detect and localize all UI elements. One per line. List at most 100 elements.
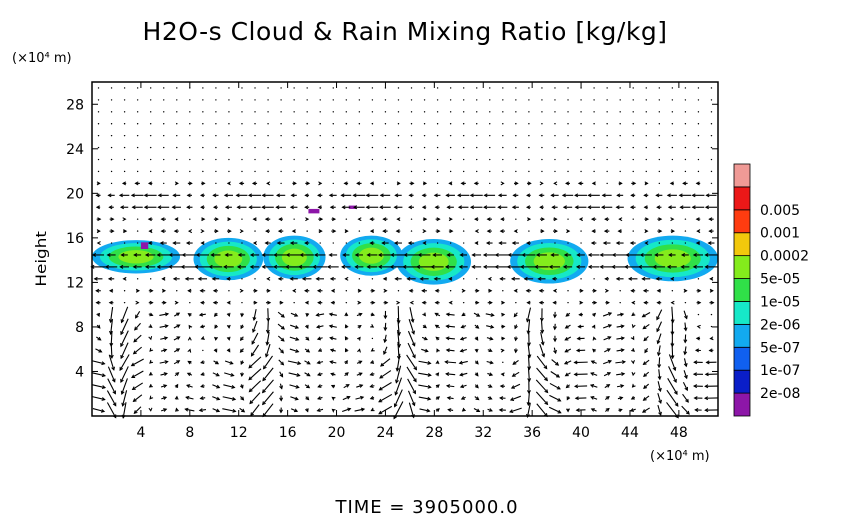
wind-arrowhead bbox=[369, 181, 374, 186]
wind-arrow bbox=[667, 378, 678, 395]
wind-arrowhead bbox=[592, 336, 597, 341]
wind-dot bbox=[358, 170, 361, 173]
colorbar-swatch bbox=[733, 392, 751, 417]
wind-dot bbox=[189, 111, 191, 113]
wind-arrowhead bbox=[134, 326, 138, 331]
wind-arrowhead bbox=[475, 300, 480, 305]
wind-arrowhead bbox=[619, 396, 624, 401]
wind-arrowhead bbox=[199, 288, 204, 293]
wind-dot bbox=[123, 134, 126, 137]
wind-arrowhead bbox=[112, 390, 116, 395]
wind-arrowhead bbox=[457, 205, 462, 210]
wind-arrow bbox=[603, 360, 612, 365]
wind-dot bbox=[332, 123, 334, 125]
wind-dot bbox=[554, 99, 556, 101]
wind-dot bbox=[449, 111, 452, 113]
wind-arrowhead bbox=[678, 193, 683, 198]
wind-arrowhead bbox=[500, 372, 505, 377]
wind-dot bbox=[489, 146, 491, 149]
wind-arrowhead bbox=[421, 193, 426, 198]
wind-arrowhead bbox=[131, 205, 136, 210]
wind-arrowhead bbox=[96, 312, 100, 318]
wind-arrowhead bbox=[488, 396, 493, 400]
wind-arrowhead bbox=[413, 366, 418, 371]
wind-dot bbox=[149, 158, 152, 161]
wind-arrowhead bbox=[306, 360, 311, 365]
wind-dot bbox=[710, 182, 713, 185]
wind-arrow bbox=[656, 309, 663, 320]
wind-arrowhead bbox=[377, 252, 383, 257]
wind-arrowhead bbox=[436, 396, 441, 401]
x-tick-label: 32 bbox=[474, 425, 492, 441]
wind-dot bbox=[528, 158, 530, 161]
wind-dot bbox=[645, 87, 647, 89]
x-tick-label: 8 bbox=[185, 425, 194, 441]
wind-arrowhead bbox=[432, 252, 437, 257]
wind-arrowhead bbox=[144, 264, 150, 269]
wind-dot bbox=[371, 99, 374, 101]
wind-dot bbox=[462, 278, 465, 280]
wind-arrowhead bbox=[590, 241, 595, 246]
wind-dot bbox=[554, 170, 556, 173]
wind-arrowhead bbox=[656, 340, 661, 345]
wind-arrowhead bbox=[187, 336, 192, 341]
wind-dot bbox=[554, 87, 556, 89]
wind-arrow bbox=[406, 354, 417, 370]
wind-dot bbox=[110, 170, 113, 173]
wind-arrowhead bbox=[187, 288, 192, 293]
wind-dot bbox=[606, 170, 608, 173]
wind-arrowhead bbox=[252, 217, 257, 222]
wind-dot bbox=[632, 170, 634, 173]
colorbar-swatch bbox=[733, 369, 751, 394]
wind-arrowhead bbox=[316, 324, 321, 329]
wind-arrowhead bbox=[111, 366, 116, 371]
wind-arrowhead bbox=[226, 324, 231, 329]
wind-arrowhead bbox=[498, 241, 503, 246]
wind-arrowhead bbox=[149, 312, 154, 317]
wind-dot bbox=[423, 170, 426, 173]
wind-arrow bbox=[252, 320, 258, 333]
wind-arrowhead bbox=[673, 378, 677, 384]
wind-arrow bbox=[408, 402, 415, 418]
wind-dot bbox=[489, 170, 491, 173]
wind-arrow bbox=[290, 408, 298, 412]
wind-arrowhead bbox=[273, 252, 278, 257]
wind-arrowhead bbox=[668, 252, 673, 257]
wind-dot bbox=[280, 111, 282, 113]
wind-arrow bbox=[539, 343, 545, 357]
wind-arrowhead bbox=[642, 288, 647, 293]
wind-arrow bbox=[642, 323, 650, 330]
wind-dot bbox=[123, 301, 126, 304]
wind-arrowhead bbox=[471, 264, 476, 269]
wind-arrow bbox=[590, 384, 598, 388]
wind-arrowhead bbox=[305, 217, 310, 222]
wind-arrowhead bbox=[187, 229, 193, 234]
wind-arrowhead bbox=[469, 205, 475, 210]
wind-arrow bbox=[106, 402, 117, 418]
wind-arrowhead bbox=[436, 348, 440, 353]
wind-arrowhead bbox=[562, 205, 567, 210]
wind-arrowhead bbox=[238, 181, 243, 186]
wind-arrowhead bbox=[670, 355, 675, 360]
wind-arrowhead bbox=[506, 264, 511, 269]
wind-arrowhead bbox=[434, 288, 439, 293]
wind-dot bbox=[345, 111, 348, 113]
wind-dot bbox=[123, 170, 126, 173]
wind-arrowhead bbox=[644, 181, 649, 186]
wind-dot bbox=[202, 349, 204, 352]
wind-dot bbox=[136, 146, 139, 149]
wind-arrowhead bbox=[448, 217, 453, 222]
wind-arrowhead bbox=[641, 313, 646, 318]
wind-arrow bbox=[616, 385, 624, 388]
wind-arrowhead bbox=[696, 324, 701, 329]
wind-dot bbox=[489, 182, 491, 185]
wind-arrow bbox=[602, 312, 612, 317]
cloud-fleck bbox=[348, 205, 357, 209]
wind-dot bbox=[684, 99, 687, 101]
wind-dot bbox=[449, 123, 452, 125]
wind-dot bbox=[671, 158, 674, 161]
wind-dot bbox=[684, 242, 687, 244]
wind-dot bbox=[241, 111, 243, 113]
wind-arrowhead bbox=[445, 312, 450, 317]
wind-arrow bbox=[133, 334, 142, 343]
